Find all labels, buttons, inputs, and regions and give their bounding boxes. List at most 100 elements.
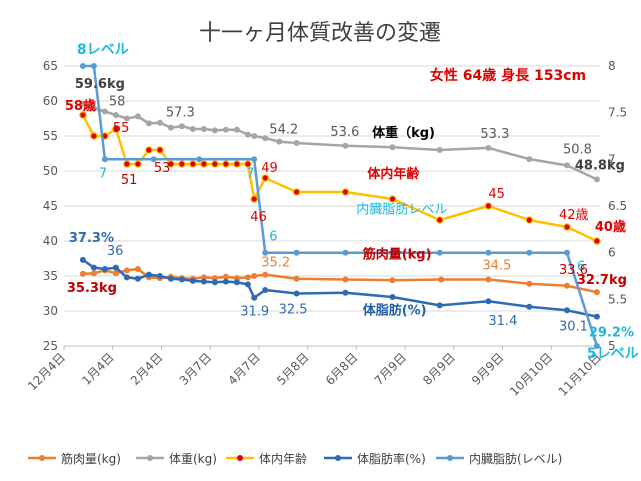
data-point [222, 273, 229, 280]
data-point [341, 188, 350, 196]
series-layer [79, 63, 601, 349]
data-point [178, 276, 185, 283]
x-tick-label: 8月9日 [420, 350, 458, 388]
data-label: 53.6 [330, 125, 359, 140]
left-axis: 25 30 35 40 45 50 55 60 65 [43, 59, 58, 353]
data-label: 5レベル [587, 346, 639, 362]
data-point [262, 271, 269, 278]
data-point [167, 160, 175, 168]
series [79, 111, 601, 245]
data-point [156, 146, 164, 154]
data-point [389, 144, 396, 151]
data-label: 内臓脂肪レベル [356, 202, 447, 218]
data-label: 35.2 [261, 256, 290, 271]
series [79, 266, 600, 296]
data-point [244, 160, 252, 168]
data-label: 筋肉量(kg) [362, 247, 432, 263]
data-point [389, 249, 396, 256]
y-tick-label-left: 65 [43, 59, 58, 73]
gridlines [64, 65, 600, 347]
x-tick-label: 10月10日 [507, 350, 555, 398]
data-point [222, 126, 229, 133]
data-point [564, 249, 570, 256]
data-point [200, 160, 208, 168]
y-tick-label-right: 6 [608, 246, 616, 260]
y-tick-label-right: 5.5 [608, 292, 627, 306]
data-point [189, 160, 197, 168]
series [79, 256, 600, 320]
data-point [564, 162, 570, 169]
legend-marker [39, 455, 45, 461]
data-point [167, 275, 174, 282]
data-point [292, 188, 301, 196]
data-point [436, 147, 443, 153]
legend-label: 内臓脂肪(レベル) [469, 451, 562, 466]
data-point [525, 216, 534, 224]
x-tick-label: 7月9日 [372, 350, 410, 388]
data-label: 6 [577, 260, 585, 275]
data-label: 58 [109, 95, 126, 110]
data-point [150, 156, 157, 163]
data-point [222, 160, 230, 168]
data-point [251, 294, 258, 301]
data-point [112, 270, 119, 277]
data-point [261, 174, 270, 182]
data-label: 32.5 [279, 303, 308, 318]
data-label: 55 [113, 121, 130, 136]
data-point [244, 131, 251, 138]
data-point [123, 267, 130, 274]
data-label: 53.3 [480, 127, 509, 142]
data-label: 29.2% [589, 326, 634, 341]
legend-label: 筋肉量(kg) [61, 451, 121, 466]
y-tick-label-left: 25 [43, 339, 58, 353]
data-point [485, 144, 492, 151]
data-point [293, 275, 300, 282]
data-point [233, 279, 240, 286]
data-point [211, 127, 218, 134]
y-tick-label-right: 7.5 [608, 106, 627, 120]
data-point [211, 279, 218, 286]
x-tick-label: 2月4日 [128, 350, 166, 388]
data-label: 31.9 [240, 305, 269, 320]
data-point [101, 266, 108, 272]
data-point [485, 249, 492, 256]
y-tick-label-left: 40 [43, 234, 58, 248]
data-point [200, 126, 207, 132]
y-tick-label-right: 6.5 [608, 199, 627, 213]
data-point [293, 290, 300, 297]
data-point [293, 140, 300, 146]
data-label: 31.4 [488, 314, 517, 329]
x-axis: 12月4日 1月4日 2月4日 3月7日 4月7日 5月8日 6月8日 7月9日 8月9日 9月9… [25, 345, 604, 399]
data-point [112, 112, 119, 118]
data-point [251, 156, 258, 163]
data-label: 37.3% [69, 231, 114, 246]
data-point [526, 156, 533, 163]
data-label: 42歳 [559, 208, 589, 223]
data-point [145, 120, 152, 127]
right-axis: 5 5.5 6 6.5 7 7.5 8 [608, 59, 627, 353]
legend-marker [335, 455, 341, 461]
data-label: 30.1 [559, 319, 588, 334]
data-point [262, 249, 269, 256]
data-point [134, 113, 141, 120]
data-label: 36 [107, 244, 124, 259]
data-point [593, 237, 601, 245]
data-point [196, 156, 203, 163]
data-point [244, 274, 251, 281]
data-point [90, 105, 97, 111]
data-point [342, 249, 349, 256]
data-point [123, 274, 130, 281]
data-point [167, 124, 174, 131]
legend-marker [447, 455, 453, 461]
legend-marker [237, 455, 243, 461]
data-label: 53 [154, 161, 171, 176]
data-point [211, 160, 219, 168]
x-tick-label: 9月9日 [469, 350, 507, 388]
x-tick-label: 6月8日 [323, 350, 361, 388]
data-point [211, 275, 218, 282]
series-line [82, 258, 598, 318]
y-tick-label-left: 50 [43, 164, 58, 178]
y-tick-label-left: 55 [43, 129, 58, 143]
